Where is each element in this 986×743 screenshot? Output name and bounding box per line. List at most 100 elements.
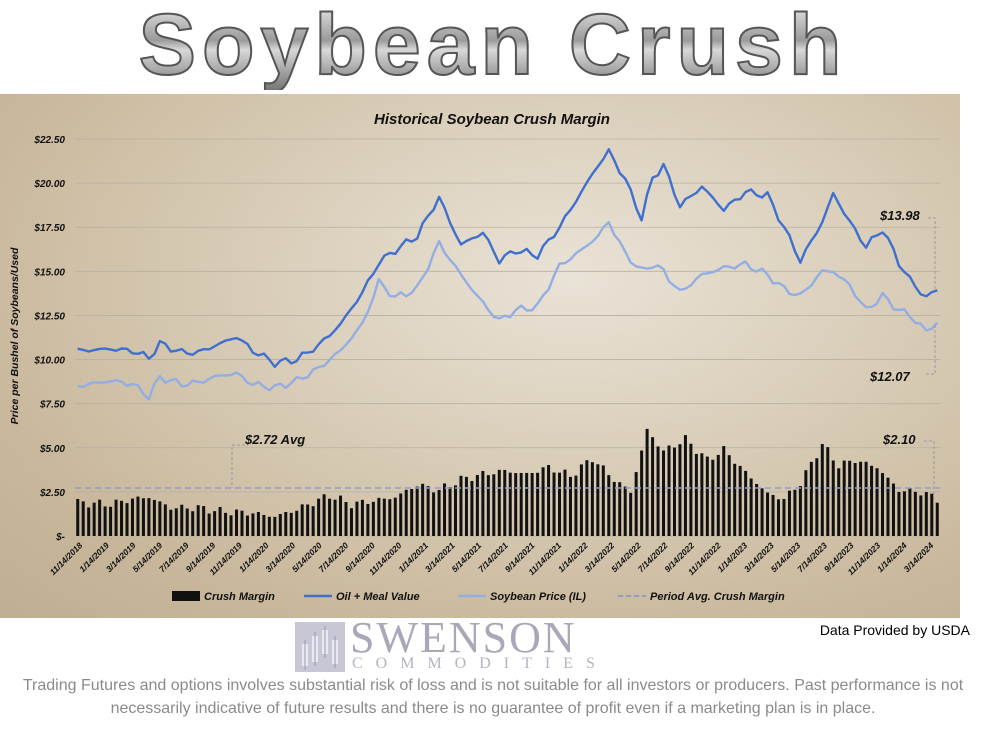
y-tick-label: $15.00 <box>33 267 65 278</box>
legend-label: Soybean Price (IL) <box>490 591 586 603</box>
crush-margin-chart: Historical Soybean Crush Margin Price pe… <box>9 111 940 603</box>
crush-margin-bar <box>437 489 441 536</box>
crush-margin-bar <box>864 461 868 536</box>
crush-margin-bar <box>700 453 704 536</box>
crush-margin-bar <box>169 509 173 536</box>
crush-margin-bar <box>798 486 802 536</box>
crush-margin-bar <box>853 463 857 536</box>
crush-margin-bar <box>525 472 529 536</box>
crush-margin-bar <box>328 498 332 536</box>
crush-callout-label: $2.10 <box>882 432 916 447</box>
crush-margin-bar <box>196 505 200 536</box>
crush-margin-bar <box>651 437 655 536</box>
crush-margin-bar <box>848 460 852 536</box>
crush-margin-bar <box>191 511 195 536</box>
y-tick-labels: $- $2.50 $5.00 $7.50 $10.00 $12.50 $15.00 $17.5… <box>33 135 65 543</box>
crush-margin-bar <box>804 470 808 536</box>
crush-margin-bar <box>421 483 425 536</box>
crush-margin-bar <box>689 443 693 536</box>
crush-margin-bar <box>711 459 715 536</box>
crush-margin-bar <box>92 502 96 536</box>
crush-margin-bar <box>514 473 518 536</box>
crush-margin-bar <box>618 482 622 536</box>
crush-margin-bar <box>908 488 912 536</box>
crush-margin-bar <box>355 501 359 536</box>
y-tick-label: $12.50 <box>33 311 65 322</box>
crush-margin-bar <box>935 502 939 536</box>
crush-margin-bar <box>432 492 436 536</box>
crush-margin-bar <box>163 504 167 536</box>
avg-callout-line <box>231 444 245 489</box>
crush-margin-bar <box>738 465 742 536</box>
y-tick-label: $20.00 <box>33 179 65 190</box>
crush-margin-bar <box>98 499 102 536</box>
y-tick-label: $10.00 <box>33 356 65 367</box>
crush-margin-bar <box>541 467 545 536</box>
crush-margin-bar <box>497 469 501 536</box>
crush-margin-bar <box>585 460 589 536</box>
crush-margin-bar <box>180 504 184 536</box>
crush-margin-bar <box>826 447 830 536</box>
crush-margin-bar <box>415 486 419 536</box>
crush-margin-bar <box>371 501 375 536</box>
crush-margin-bar <box>399 493 403 536</box>
banner: Soybean Crush <box>138 0 843 90</box>
crush-margin-bar <box>333 499 337 536</box>
y-axis-label: Price per Bushel of Soybeans/Used <box>9 247 21 424</box>
crush-margin-bar <box>207 513 211 536</box>
crush-margin-bar <box>645 428 649 536</box>
crush-margin-bar <box>344 502 348 536</box>
crush-margin-bar <box>141 498 145 536</box>
crush-margin-bar <box>109 506 113 536</box>
legend-swatch-crush-margin <box>172 591 200 601</box>
crush-margin-bar <box>678 444 682 536</box>
crush-margin-bar <box>213 511 217 536</box>
crush-margin-bar <box>404 489 408 536</box>
y-tick-label: $7.50 <box>39 400 65 411</box>
crush-margin-bar <box>683 435 687 536</box>
crush-margin-bar <box>475 474 479 536</box>
crush-margin-bar <box>87 507 91 536</box>
crush-margin-bar <box>245 515 249 536</box>
crush-margin-bar <box>262 514 266 536</box>
crush-margin-bar <box>859 461 863 536</box>
crush-margin-bar <box>787 490 791 536</box>
crush-margin-bar <box>503 469 507 536</box>
crush-margin-bar <box>716 454 720 536</box>
crush-margin-bar <box>755 483 759 536</box>
crush-margin-bar <box>881 473 885 536</box>
crush-margin-bar <box>891 483 895 536</box>
swenson-logo-icon <box>295 622 345 672</box>
chart-title: Historical Soybean Crush Margin <box>374 111 610 128</box>
crush-margin-bar <box>634 472 638 536</box>
crush-margin-bars <box>76 428 939 536</box>
legend-label: Period Avg. Crush Margin <box>650 591 785 603</box>
crush-margin-bar <box>749 478 753 536</box>
crush-margin-bar <box>842 460 846 536</box>
series-lines <box>75 148 940 489</box>
crush-margin-bar <box>530 473 534 536</box>
crush-margin-bar <box>733 463 737 536</box>
crush-margin-bar <box>289 512 293 536</box>
crush-margin-bar <box>185 508 189 536</box>
crush-margin-bar <box>388 499 392 536</box>
crush-margin-bar <box>672 447 676 536</box>
crush-margin-bar <box>875 468 879 536</box>
soybean-callout-label: $12.07 <box>869 369 911 384</box>
crush-margin-bar <box>558 472 562 536</box>
crush-margin-bar <box>930 493 934 536</box>
crush-margin-bar <box>579 464 583 536</box>
crush-margin-bar <box>136 496 140 536</box>
crush-margin-bar <box>311 506 315 536</box>
crush-margin-bar <box>360 499 364 536</box>
legend: Crush Margin Oil + Meal Value Soybean Pric… <box>172 591 785 603</box>
crush-margin-bar <box>913 491 917 536</box>
crush-margin-bar <box>760 488 764 536</box>
crush-margin-bar <box>284 512 288 536</box>
crush-margin-bar <box>443 483 447 536</box>
crush-margin-bar <box>656 446 660 536</box>
crush-margin-bar <box>831 460 835 536</box>
crush-margin-bar <box>536 472 540 536</box>
crush-margin-bar <box>410 488 414 536</box>
logo-wordmark: SWENSON <box>350 613 577 662</box>
